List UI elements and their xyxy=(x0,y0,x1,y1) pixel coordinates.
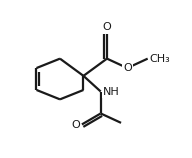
Text: CH₃: CH₃ xyxy=(149,54,170,64)
Text: O: O xyxy=(72,120,80,130)
Text: NH: NH xyxy=(103,87,120,97)
Text: O: O xyxy=(123,63,132,73)
Text: O: O xyxy=(103,22,111,32)
